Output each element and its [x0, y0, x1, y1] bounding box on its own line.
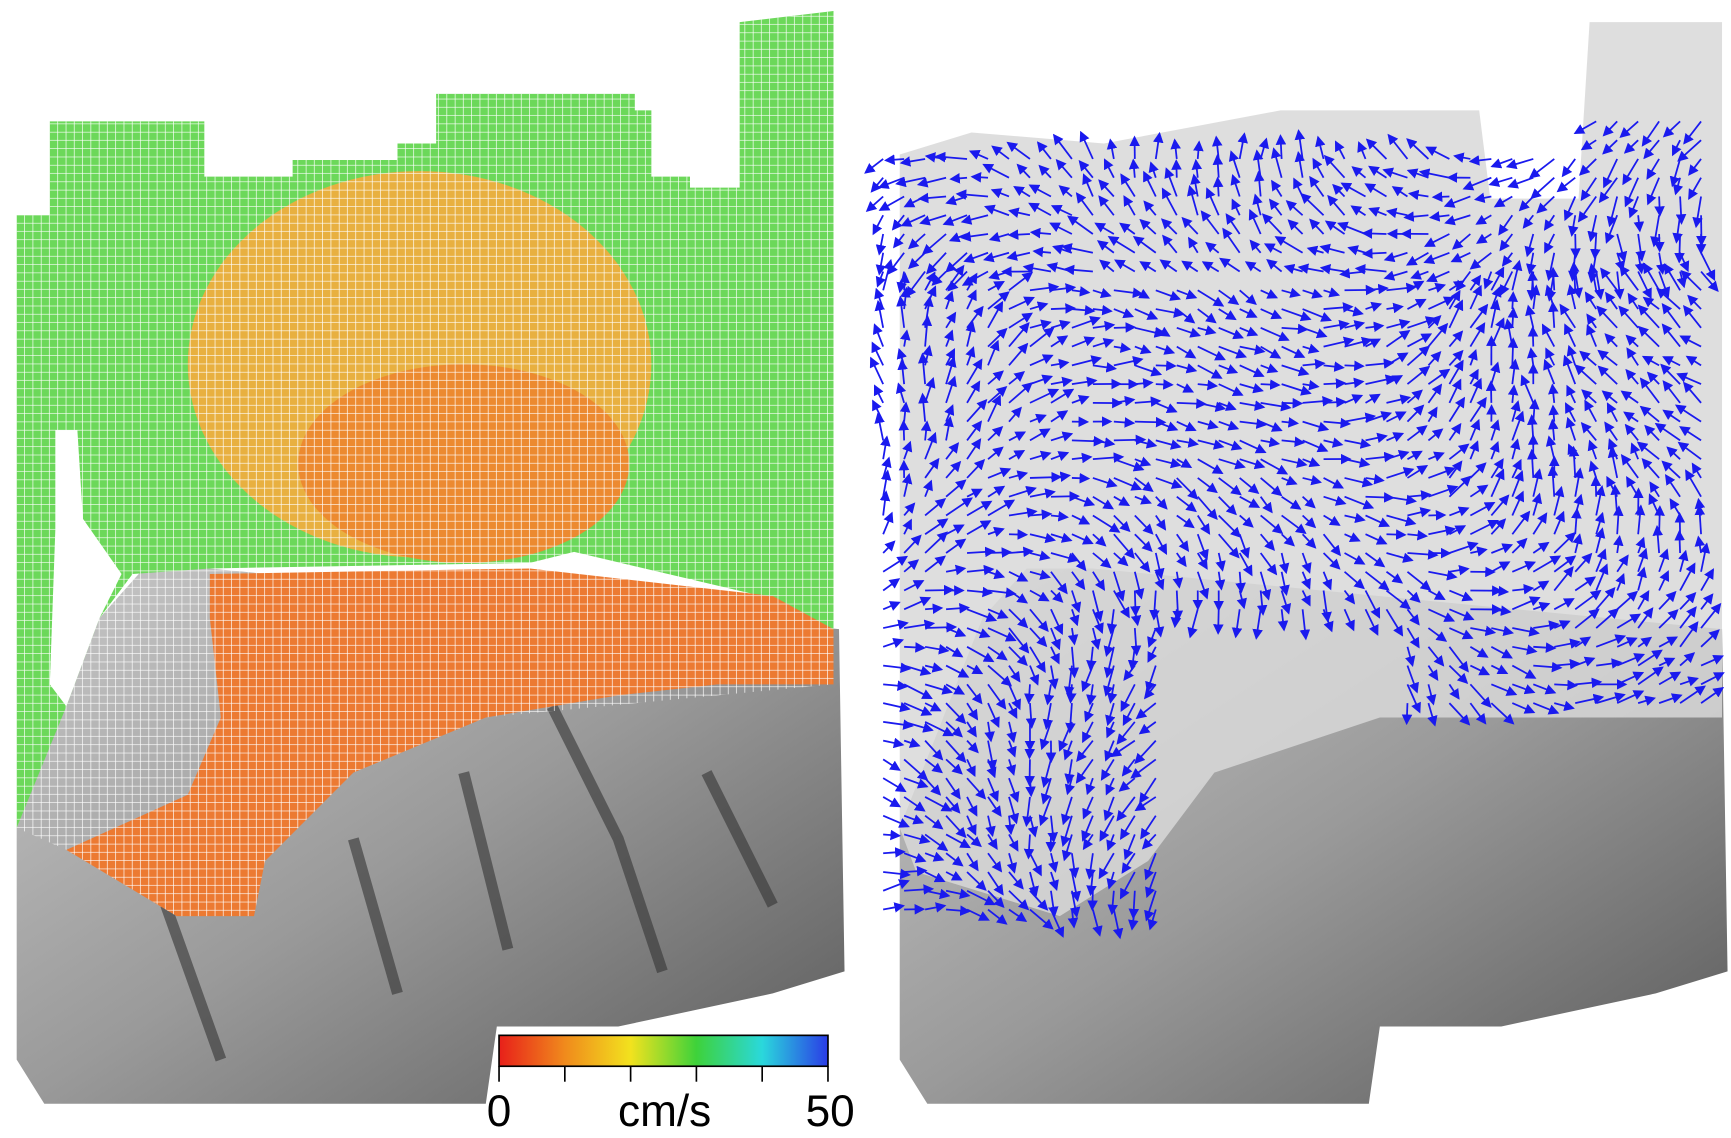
vector-arrow [872, 178, 883, 192]
vector-arrow [1324, 383, 1345, 384]
vector-arrow [1363, 233, 1386, 234]
vector-arrow [1218, 609, 1219, 633]
vector-arrow [873, 215, 883, 234]
vector-arrow [1554, 684, 1576, 685]
vector-arrow [875, 386, 883, 403]
vector-arrow [904, 647, 924, 648]
vector-arrow [1558, 178, 1575, 191]
vector-arrow [883, 797, 899, 806]
colorbar-ticks [499, 1066, 828, 1081]
vector-arrow [866, 159, 884, 173]
vector-arrow [883, 759, 899, 770]
vector-arrow [1679, 532, 1680, 553]
vector-arrow [1553, 406, 1554, 421]
vector-arrow [883, 579, 899, 590]
vector-arrow [879, 253, 883, 274]
vector-arrow [1030, 778, 1031, 795]
vector-arrow [1029, 741, 1030, 758]
vector-arrow [1596, 477, 1597, 496]
vector-arrow [1679, 234, 1680, 262]
vector-arrow [1659, 507, 1660, 534]
vector-arrow [1324, 402, 1345, 403]
vector-arrow [1156, 365, 1175, 366]
vector-arrow [875, 325, 883, 347]
vector-arrow [1010, 234, 1030, 235]
vector-arrow [1433, 196, 1449, 197]
vector-arrow [1345, 365, 1363, 366]
vector-arrow [1218, 178, 1219, 196]
vector-arrow [873, 343, 884, 365]
vector-arrow [1156, 384, 1172, 385]
vector-arrow [878, 272, 883, 286]
vector-arrow [883, 261, 891, 291]
vector-arrow [883, 603, 899, 610]
vector-arrow [1135, 422, 1165, 423]
vector-arrow [883, 542, 894, 553]
vector-arrow [1512, 339, 1513, 365]
vector-arrow [1280, 136, 1281, 159]
vector-arrow [879, 234, 883, 254]
page: {"chart_data": {"type": "colorbar", "uni… [0, 0, 1731, 1138]
vector-arrow [1072, 478, 1089, 479]
vector-arrow [1530, 159, 1554, 178]
vector-arrow [972, 177, 988, 178]
vector-arrow [883, 834, 899, 835]
vector-arrow [1092, 891, 1093, 910]
figure: 0 cm/s 50 [0, 0, 1731, 1138]
vector-arrow [988, 552, 1010, 553]
vector-arrow [883, 458, 889, 478]
vector-arrow [1532, 178, 1555, 198]
vector-arrow [1386, 534, 1404, 535]
vector-arrow [1029, 684, 1030, 702]
vector-arrow [1261, 384, 1279, 385]
vector-arrow [1509, 178, 1533, 187]
colorbar-unit: cm/s [618, 1087, 711, 1136]
colorbar-max-label: 50 [806, 1087, 855, 1136]
vector-arrow [867, 196, 883, 210]
vector-arrow [1553, 268, 1554, 290]
vector-arrow [1364, 253, 1387, 254]
vector-arrow [883, 513, 892, 534]
colorbar [499, 1035, 828, 1066]
vector-arrow [1407, 703, 1408, 723]
vector-arrow [883, 741, 902, 745]
colorbar-min-label: 0 [487, 1087, 512, 1136]
vector-arrow [1009, 534, 1026, 535]
vector-arrow [1512, 309, 1513, 328]
vector-arrow [903, 421, 904, 440]
vector-arrow [1051, 308, 1074, 309]
vector-arrow [1114, 440, 1145, 441]
vector-arrow [1282, 403, 1302, 404]
vector-arrow [925, 627, 955, 628]
vector-arrow [1490, 178, 1512, 185]
vector-arrow [1512, 293, 1513, 309]
vector-arrow [1659, 196, 1660, 215]
vector-arrow [1659, 234, 1660, 251]
vector-arrow [904, 274, 905, 290]
vector-arrow [883, 437, 887, 459]
vector-arrow [883, 640, 902, 647]
vector-arrow [1533, 328, 1534, 347]
vector-arrow [1532, 272, 1533, 290]
vector-arrow [1114, 327, 1135, 328]
vector-arrow [1563, 159, 1575, 176]
vector-arrow [1176, 161, 1177, 178]
